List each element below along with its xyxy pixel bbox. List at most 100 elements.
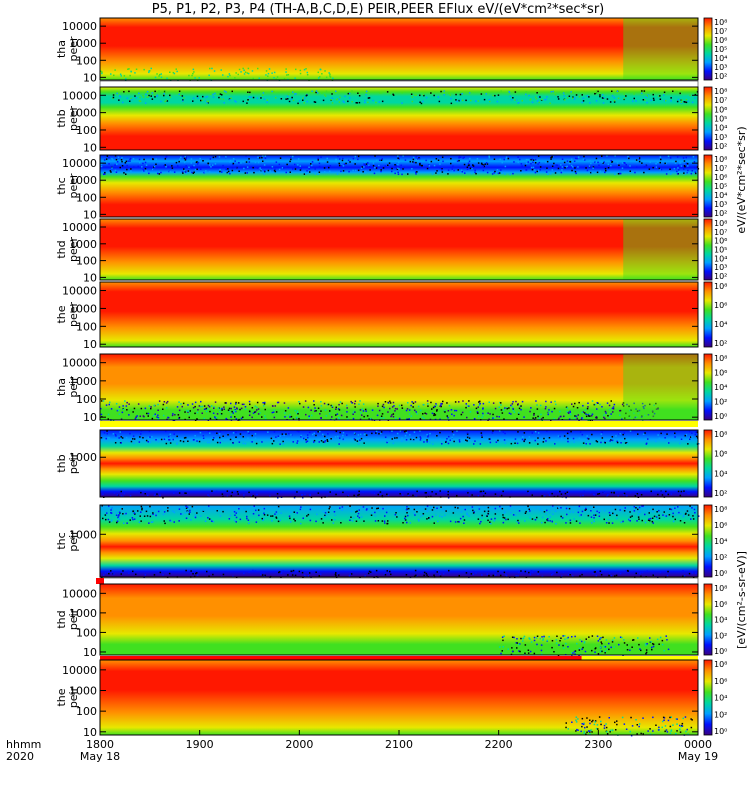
panel-label-thapeir: thapeir: [55, 376, 80, 398]
colorbar-tick-thcpeer-6: 10²: [714, 209, 727, 218]
colorbar-tick-thcpeer-2: 10⁶: [714, 173, 727, 182]
colorbar-thcpeer: [703, 154, 713, 218]
panel-label-line1: thb: [55, 454, 68, 472]
ytick-label-thapeer-1000: 1000: [69, 37, 97, 50]
panel-label-thbpeir: thbpeir: [55, 452, 80, 474]
panel-frame-thbpeer: [99, 86, 699, 151]
colorbar-tick-thdpeer-6: 10²: [714, 272, 727, 281]
colorbar-tick-thcpeir-2: 10⁴: [714, 537, 727, 546]
panel-label-line1: thc: [55, 177, 68, 194]
colorbar-tick-thepeer-1: 10⁶: [714, 301, 727, 310]
status-bar-thdpeir: [100, 656, 582, 662]
noise-thbpeer: [112, 90, 699, 105]
ytick-label-thepeir-10: 10: [83, 726, 97, 739]
panel-label-line2: peer: [67, 106, 80, 132]
panel-label-line2: peer: [67, 36, 80, 62]
colorbar-tick-thapeer-1: 10⁷: [714, 27, 727, 36]
colorbar-tick-thbpeer-6: 10²: [714, 142, 727, 151]
colorbar-tick-thapeir-1: 10⁶: [714, 369, 727, 378]
colorbar-tick-thapeir-0: 10⁸: [714, 354, 727, 363]
colorbar-tick-thapeir-4: 10⁰: [714, 412, 727, 421]
panel-label-line1: the: [55, 688, 68, 706]
ytick-label-thdpeir-10000: 10000: [62, 587, 97, 600]
panel-label-line1: tha: [55, 40, 68, 58]
panel-label-thepeir: thepeir: [55, 686, 80, 708]
peir-colorbar-units: [eV/(cm²-s-sr-eV)]: [735, 551, 748, 649]
ytick-label-thepeer-1000: 1000: [69, 302, 97, 315]
colorbar-tick-thbpeer-2: 10⁶: [714, 105, 727, 114]
xtick-label-1900: 1900: [186, 738, 214, 751]
ytick-label-thcpeer-10: 10: [83, 208, 97, 221]
spectrogram-thcpeir: [100, 505, 698, 577]
noise-thbpeir: [100, 430, 700, 499]
panel-label-line2: peir: [67, 452, 80, 474]
panel-frame-thapeir: [99, 353, 699, 421]
colorbar-tick-thdpeer-3: 10⁵: [714, 246, 727, 255]
panel-frame-thcpeer: [99, 154, 699, 218]
colorbar-tick-thepeer-0: 10⁸: [714, 282, 727, 291]
colorbar-tick-thdpeir-2: 10⁴: [714, 616, 727, 625]
colorbar-thepeir: [703, 659, 713, 736]
ytick-label-thapeir-10000: 10000: [62, 357, 97, 370]
panel-label-thdpeer: thdpeer: [55, 237, 80, 263]
spectrogram-thepeir: [100, 660, 698, 735]
xtick-sublabel-1800: May 18: [80, 750, 120, 763]
xtick-label-2200: 2200: [485, 738, 513, 751]
colorbar-tick-thdpeir-4: 10⁰: [714, 647, 727, 656]
ytick-label-thepeir-100: 100: [76, 705, 97, 718]
panel-frame-thapeer: [99, 17, 699, 81]
ytick-label-thepeer-10000: 10000: [62, 285, 97, 298]
status-bar-thcpeir: [99, 577, 699, 585]
ytick-label-thcpeer-100: 100: [76, 191, 97, 204]
x-corner-label-hhmm: hhmm: [6, 738, 41, 751]
colorbar-tick-thdpeer-0: 10⁸: [714, 219, 727, 228]
ytick-label-thapeer-100: 100: [76, 54, 97, 67]
spectrogram-thdpeer: [100, 219, 698, 280]
colorbar-tick-thbpeir-0: 10⁸: [714, 430, 727, 439]
panel-label-thepeer: thepeer: [55, 302, 80, 328]
panel-label-line2: peir: [67, 376, 80, 398]
ytick-label-thdpeir-10: 10: [83, 646, 97, 659]
panel-frame-thdpeir: [99, 583, 699, 656]
ytick-label-thdpeir-1000: 1000: [69, 607, 97, 620]
panel-label-line2: peir: [67, 530, 80, 552]
spectrogram-thbpeir: [100, 430, 698, 497]
colorbar-thdpeer: [703, 218, 713, 281]
colorbar-tick-thbpeer-4: 10⁴: [714, 124, 727, 133]
colorbar-tick-thcpeer-1: 10⁷: [714, 164, 727, 173]
ytick-label-thbpeer-10000: 10000: [62, 89, 97, 102]
colorbar-thcpeir: [703, 504, 713, 578]
xtick-sublabel-0000: May 19: [678, 750, 718, 763]
ytick-label-thcpeer-10000: 10000: [62, 157, 97, 170]
ytick-label-thcpeir-1000: 1000: [69, 528, 97, 541]
panel-label-line1: thb: [55, 109, 68, 127]
spectrogram-thdpeir: [100, 584, 698, 655]
ytick-label-thbpeer-100: 100: [76, 124, 97, 137]
noise-thdpeir: [499, 635, 670, 657]
xtick-label-2000: 2000: [285, 738, 313, 751]
colorbar-tick-thbpeer-5: 10³: [714, 133, 727, 142]
panel-thepeir: thepeir 10 100 1000 10000 10⁸ 10⁶ 10⁴ 10² 10⁰: [55, 659, 727, 739]
panel-frame-thcpeir: [99, 504, 699, 578]
chart-title: P5, P1, P2, P3, P4 (TH-A,B,C,D,E) PEIR,P…: [152, 2, 605, 17]
colorbar-thapeer: [703, 17, 713, 81]
colorbar-tick-thcpeir-1: 10⁶: [714, 521, 727, 530]
panel-label-thcpeer: thcpeer: [55, 173, 80, 199]
ytick-label-thapeir-100: 100: [76, 393, 97, 406]
ytick-label-thepeir-10000: 10000: [62, 664, 97, 677]
colorbar-tick-thbpeer-0: 10⁸: [714, 87, 727, 96]
colorbar-tick-thbpeir-3: 10²: [714, 489, 727, 498]
colorbar-tick-thapeer-6: 10²: [714, 72, 727, 81]
colorbar-thdpeir: [703, 583, 713, 656]
ytick-label-thdpeer-100: 100: [76, 255, 97, 268]
colorbar-tick-thepeir-2: 10⁴: [714, 694, 727, 703]
ytick-label-thapeir-1000: 1000: [69, 375, 97, 388]
spectrogram-thapeer: [100, 18, 698, 80]
colorbar-tick-thdpeir-1: 10⁶: [714, 600, 727, 609]
